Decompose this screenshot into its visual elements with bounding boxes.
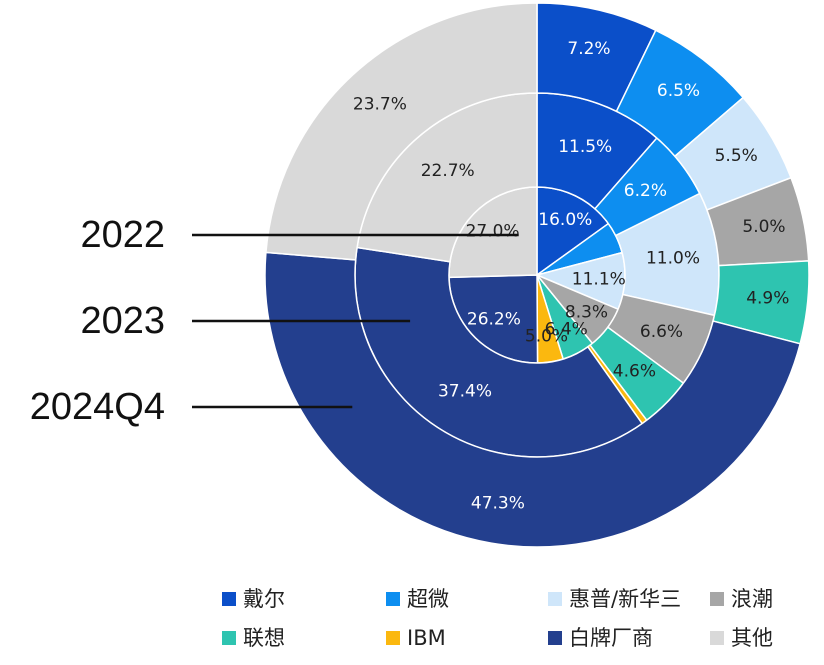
legend-swatch-6	[386, 631, 400, 645]
slice-label-2022-1: 16.0%	[538, 210, 592, 230]
donut-rings	[264, 2, 810, 548]
legend-swatch-8	[710, 631, 724, 645]
slice-label-2024q4-7: 47.3%	[471, 494, 525, 514]
slice-label-2023-7: 37.4%	[438, 382, 492, 402]
slice-2024q4-7	[264, 251, 802, 548]
slice-label-2022-6: 5.0%	[525, 326, 568, 346]
legend-swatch-1	[222, 592, 236, 606]
slice-2024q4-8	[265, 2, 538, 261]
slice-label-2024q4-4: 5.0%	[742, 217, 785, 237]
slice-label-2022-8: 27.0%	[466, 222, 520, 242]
legend-swatch-5	[222, 631, 236, 645]
legend-label-5: 联想	[243, 626, 285, 650]
slice-label-2023-2: 6.2%	[624, 181, 667, 201]
legend-label-3: 惠普/新华三	[569, 587, 681, 611]
slice-label-2023-8: 22.7%	[421, 161, 475, 181]
slice-label-2022-7: 26.2%	[467, 310, 521, 330]
year-label-2022: 2022	[80, 214, 165, 256]
donut-slice-labels: 16.0%11.1%8.3%6.4%5.0%26.2%27.0%11.5%6.2…	[353, 39, 790, 514]
slice-label-2022-5: 6.4%	[545, 320, 588, 340]
year-leader-lines	[192, 233, 519, 409]
slice-label-2024q4-1: 7.2%	[567, 39, 610, 59]
legend-swatch-2	[386, 592, 400, 606]
slice-label-2022-4: 8.3%	[565, 302, 608, 322]
legend-label-6: IBM	[407, 626, 446, 650]
legend-swatch-4	[710, 592, 724, 606]
year-label-2023: 2023	[80, 300, 165, 342]
legend-label-7: 白牌厂商	[569, 626, 653, 650]
slice-label-2024q4-3: 5.5%	[715, 146, 758, 166]
legend-swatch-7	[548, 631, 562, 645]
slice-label-2023-5: 4.6%	[613, 361, 656, 381]
slice-label-2024q4-2: 6.5%	[657, 81, 700, 101]
legend-label-2: 超微	[407, 587, 449, 611]
slice-label-2024q4-5: 4.9%	[746, 289, 789, 309]
slice-label-2024q4-8: 23.7%	[353, 94, 407, 114]
legend-label-8: 其他	[731, 626, 773, 650]
slice-label-2023-1: 11.5%	[558, 137, 612, 157]
year-label-2024q4: 2024Q4	[30, 386, 165, 428]
legend-swatch-3	[548, 592, 562, 606]
slice-label-2023-4: 6.6%	[640, 322, 683, 342]
slice-label-2022-3: 11.1%	[572, 269, 626, 289]
legend-label-4: 浪潮	[731, 587, 773, 611]
year-labels: 2022 2023 2024Q4	[30, 214, 165, 428]
legend-label-1: 戴尔	[243, 587, 285, 611]
slice-label-2023-3: 11.0%	[646, 249, 700, 269]
